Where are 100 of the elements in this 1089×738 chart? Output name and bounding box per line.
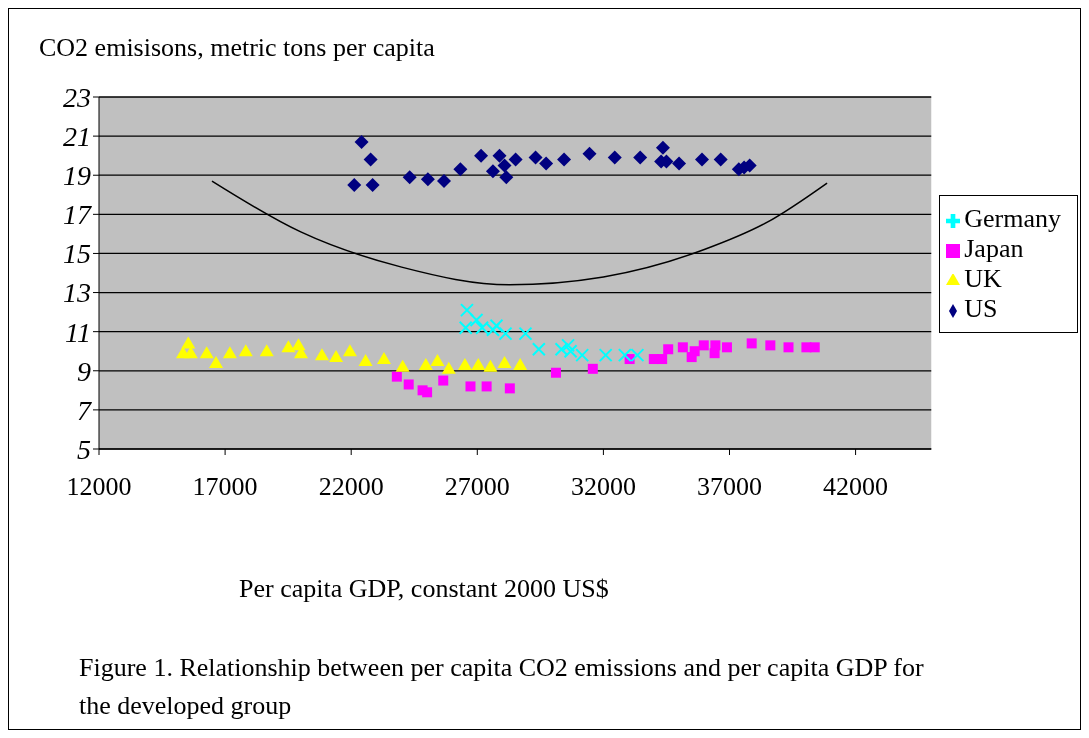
point	[483, 359, 498, 372]
x-tick-label: 42000	[823, 472, 889, 502]
point	[655, 140, 670, 155]
point	[497, 355, 512, 368]
point	[441, 361, 456, 374]
point	[430, 354, 445, 366]
point	[765, 340, 776, 351]
point	[698, 340, 709, 351]
point	[508, 152, 523, 167]
point	[342, 344, 357, 357]
caption: Figure 1. Relationship between per capita CO2 emissions and per capita GDP for the developed group	[79, 652, 925, 722]
point	[222, 346, 237, 359]
point	[497, 158, 512, 173]
point	[199, 346, 214, 359]
point	[459, 303, 474, 318]
y-tick-label: 23	[63, 81, 91, 113]
point	[354, 134, 369, 149]
point	[513, 357, 528, 370]
y-tick-label: 21	[63, 121, 91, 153]
point	[314, 348, 329, 361]
point	[746, 338, 757, 349]
point	[329, 350, 344, 363]
point	[657, 354, 668, 365]
point	[458, 320, 473, 335]
point	[437, 174, 452, 189]
point	[485, 322, 500, 337]
point	[418, 357, 433, 370]
point	[563, 344, 578, 359]
point	[402, 170, 417, 185]
point	[474, 148, 489, 163]
point	[358, 354, 373, 366]
point	[481, 381, 492, 392]
point	[281, 340, 296, 353]
point	[539, 156, 554, 171]
point	[492, 148, 507, 163]
x-tick-label: 37000	[696, 472, 762, 502]
y-tick-label: 17	[63, 199, 92, 231]
point	[363, 152, 378, 167]
point	[783, 342, 794, 353]
point	[721, 342, 732, 353]
point	[633, 150, 648, 165]
y-tick-label: 5	[77, 433, 91, 465]
point	[607, 150, 622, 165]
x-tick-label: 22000	[318, 472, 384, 502]
point	[587, 363, 598, 374]
point	[663, 344, 674, 355]
point	[453, 162, 468, 177]
point	[695, 152, 709, 167]
point	[438, 375, 449, 386]
point	[457, 357, 472, 370]
point	[475, 320, 490, 335]
legend-label: US	[964, 294, 998, 323]
point	[347, 178, 362, 192]
y-tick-label: 9	[77, 355, 91, 387]
y-tick-label: 7	[77, 394, 92, 426]
point	[499, 170, 514, 185]
x-axis-title: Per capita GDP, constant 2000 US$	[239, 574, 609, 604]
point	[809, 342, 820, 353]
y-tick-label: 19	[63, 160, 91, 192]
point	[689, 346, 700, 357]
point	[531, 342, 546, 357]
x-tick-label: 12000	[66, 472, 132, 502]
point	[403, 379, 414, 390]
point	[561, 338, 576, 353]
point	[238, 344, 253, 357]
point	[422, 387, 433, 398]
legend-label: Germany	[964, 204, 1061, 233]
point	[209, 355, 224, 368]
point	[677, 342, 688, 353]
point	[554, 342, 569, 357]
point	[710, 340, 721, 351]
point	[471, 357, 486, 370]
point	[465, 381, 476, 392]
point	[801, 342, 812, 353]
point	[489, 318, 504, 333]
legend-label: Japan	[964, 234, 1024, 263]
point	[528, 150, 543, 165]
point	[582, 146, 597, 161]
point	[630, 348, 645, 363]
point	[598, 348, 613, 363]
point	[550, 367, 561, 378]
point	[259, 344, 274, 357]
point	[617, 348, 632, 363]
point	[183, 346, 198, 359]
legend-label: UK	[964, 264, 1002, 293]
point	[391, 371, 402, 382]
point	[504, 383, 515, 394]
point	[365, 178, 380, 192]
point	[376, 352, 391, 365]
point	[469, 312, 484, 327]
point	[395, 359, 410, 372]
y-tick-label: 11	[65, 316, 91, 348]
point	[485, 164, 500, 179]
point	[518, 326, 533, 341]
x-tick-label: 27000	[444, 472, 510, 502]
y-tick-label: 13	[63, 277, 91, 309]
point	[672, 156, 687, 171]
point	[557, 152, 572, 167]
y-axis-title: CO2 emisisons, metric tons per capita	[39, 33, 435, 63]
x-tick-label: 17000	[192, 472, 258, 502]
